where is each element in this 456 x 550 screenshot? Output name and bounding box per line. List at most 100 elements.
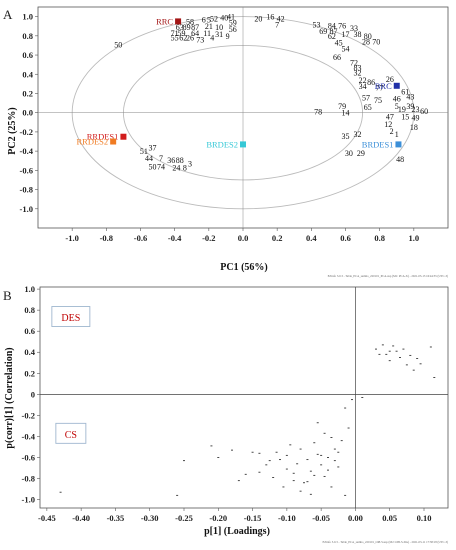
- pca-point-label: 89: [183, 23, 191, 32]
- pca-point-label: 79: [338, 102, 346, 111]
- pca-point-label: 36: [167, 156, 175, 165]
- pca-y-tick-label: 1.0: [22, 12, 33, 22]
- pca-point-label: 22: [359, 76, 367, 85]
- pca-point-label: 48: [396, 155, 404, 164]
- pca-x-axis-title: PC1 (56%): [220, 262, 268, 273]
- pca-point-label: 42: [277, 15, 285, 24]
- pca-point-label: 56: [229, 25, 237, 34]
- pca-point-label: 41: [227, 13, 235, 22]
- opls-x-tick-label: -0.05: [312, 513, 330, 523]
- pca-point-label: 19: [398, 105, 406, 114]
- pca-point-label: 44: [145, 154, 153, 163]
- pca-point-label: 10: [215, 23, 223, 32]
- pca-point-label: 70: [372, 38, 380, 47]
- pca-group-label: BRC: [375, 81, 392, 91]
- pca-point-label: 88: [176, 156, 184, 165]
- opls-y-tick-label: -1.0: [22, 495, 35, 505]
- pca-point-label: 58: [186, 17, 194, 26]
- pca-point-label: 72: [350, 59, 358, 68]
- pca-footnote: EZinfo 3.0.3 - Table_PCA_samho_220101_PC…: [328, 274, 448, 278]
- pca-point-label: 35: [342, 132, 350, 141]
- pca-group-marker: [110, 138, 117, 145]
- pca-point-label: 5: [207, 15, 211, 24]
- group-annotation-box: [55, 422, 87, 444]
- pca-point-label: 77: [376, 84, 384, 93]
- pca-point-label: 26: [186, 34, 194, 43]
- pca-point-label: 32: [353, 68, 361, 77]
- pca-point-label: 76: [338, 21, 346, 30]
- pca-group-marker: [393, 82, 400, 89]
- pca-point-label: 45: [335, 39, 343, 48]
- pca-group-marker: [175, 18, 182, 25]
- pca-point-label: 59: [178, 29, 186, 38]
- pca-group-label: RRC: [156, 16, 173, 26]
- pca-point-label: 32: [353, 130, 361, 139]
- pca-point-label: 20: [254, 15, 262, 24]
- opls-y-tick-label: 0.6: [24, 326, 35, 336]
- pca-x-tick-label: -0.4: [168, 233, 182, 243]
- opls-plot-frame: [39, 286, 449, 509]
- pca-group-label: BRDES1: [362, 139, 394, 149]
- pca-point-label: 21: [205, 22, 213, 31]
- pca-point-label: 24: [172, 163, 180, 172]
- panel-b-letter: B: [3, 288, 12, 303]
- pca-point-label: 12: [384, 120, 392, 129]
- pca-point-label: 63: [176, 23, 184, 32]
- pca-x-tick-label: -0.6: [134, 233, 147, 243]
- pca-x-tick-label: 0.6: [340, 233, 351, 243]
- pca-y-tick-label: 0.4: [22, 69, 33, 79]
- pca-x-tick-label: 0.0: [238, 233, 249, 243]
- pca-point-label: 16: [266, 13, 274, 22]
- pca-point-label: 55: [171, 34, 179, 43]
- pca-point-label: 7: [275, 20, 279, 29]
- opls-y-tick-label: 1.0: [24, 284, 35, 294]
- opls-x-tick-label: -0.10: [278, 513, 296, 523]
- pca-point-label: 51: [140, 147, 148, 156]
- pca-x-tick-label: 0.8: [374, 233, 385, 243]
- pca-point-label: 78: [314, 108, 322, 117]
- pca-point-label: 8: [183, 163, 187, 172]
- pca-group-marker: [395, 141, 402, 148]
- pca-point-label: 26: [386, 75, 394, 84]
- pca-point-label: 65: [364, 103, 372, 112]
- pca-point-label: 62: [179, 34, 187, 43]
- pca-point-label: 54: [342, 44, 350, 53]
- opls-y-tick-label: -0.8: [22, 474, 35, 484]
- pca-point-label: 87: [191, 23, 199, 32]
- pca-point-label: 74: [157, 163, 165, 172]
- pca-y-axis-title: PC2 (25%): [7, 107, 18, 155]
- opls-x-tick-label: -0.20: [209, 513, 227, 523]
- pca-point-label: 14: [342, 109, 350, 118]
- opls-x-tick-label: -0.35: [107, 513, 125, 523]
- opls-x-tick-label: -0.30: [141, 513, 159, 523]
- pca-point-label: 2: [390, 127, 394, 136]
- pca-point-label: 7: [159, 154, 163, 163]
- pca-point-label: 4: [210, 34, 214, 43]
- pca-x-tick-label: 1.0: [409, 233, 420, 243]
- pca-score-plot: A -1.0 -0.8 -0.6 -0.4 -0.2 0.0 0.2 0.4 0.6 0.8 1.0…: [3, 6, 449, 278]
- pca-point-label: 15: [401, 113, 409, 122]
- opls-x-tick-label: 0.00: [348, 513, 363, 523]
- pca-y-tick-label: -0.8: [20, 185, 33, 195]
- pca-point-label: 6: [202, 15, 206, 24]
- pca-point-label: 23: [412, 105, 420, 114]
- opls-y-tick-label: -0.4: [22, 431, 36, 441]
- pca-x-tick-label: -0.8: [100, 233, 113, 243]
- pca-point-label: 50: [114, 40, 122, 49]
- pca-y-tick-label: 0.2: [22, 88, 33, 98]
- pca-point-label: 5: [395, 102, 399, 111]
- pca-point-label: 28: [362, 38, 370, 47]
- pca-y-tick-label: -0.4: [20, 146, 34, 156]
- opls-x-tick-label: 0.10: [417, 513, 432, 523]
- pca-point-label: 30: [345, 149, 353, 158]
- pca-point-label: 53: [312, 20, 320, 29]
- pca-point-label: 57: [362, 93, 370, 102]
- pca-y-tick-label: -1.0: [20, 204, 33, 214]
- opls-y-tick-label: -0.6: [22, 452, 35, 462]
- pca-point-label: 62: [328, 32, 336, 41]
- pca-point-label: 66: [333, 53, 341, 62]
- pca-point-label: 52: [210, 15, 218, 24]
- pca-point-label: 11: [203, 29, 211, 38]
- pca-point-label: 87: [330, 27, 338, 36]
